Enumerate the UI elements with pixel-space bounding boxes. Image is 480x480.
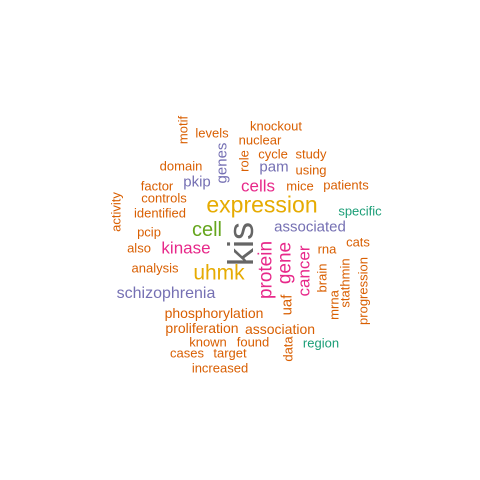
- word-mrna: mrna: [326, 290, 342, 320]
- word-role: role: [236, 150, 252, 172]
- word-levels: levels: [195, 125, 229, 141]
- word-associated: associated: [274, 218, 346, 236]
- word-cell: cell: [191, 219, 223, 241]
- word-genes: genes: [213, 142, 231, 184]
- word-region: region: [302, 335, 340, 351]
- word-motif: motif: [175, 115, 191, 145]
- word-domain: domain: [159, 158, 203, 174]
- word-patients: patients: [323, 177, 369, 193]
- word-schizophrenia: schizophrenia: [116, 285, 216, 302]
- word-gene: gene: [274, 241, 296, 285]
- word-pam: pam: [259, 158, 289, 176]
- word-controls: controls: [141, 190, 187, 206]
- word-cancer: cancer: [294, 245, 314, 297]
- word-kis: kis: [220, 222, 261, 266]
- word-uaf: uaf: [278, 294, 296, 316]
- word-association: association: [244, 321, 316, 337]
- word-specific: specific: [338, 203, 382, 219]
- word-activity: activity: [108, 192, 124, 232]
- word-target: target: [213, 345, 247, 361]
- word-rna: rna: [317, 241, 337, 257]
- word-data: data: [280, 336, 296, 362]
- word-proliferation: proliferation: [165, 320, 239, 336]
- word-found: found: [236, 334, 270, 350]
- word-brain: brain: [314, 263, 330, 293]
- word-uhmk: uhmk: [193, 261, 245, 285]
- word-using: using: [295, 162, 327, 178]
- word-protein: protein: [255, 240, 277, 300]
- word-increased: increased: [191, 360, 249, 376]
- word-cases: cases: [170, 345, 204, 361]
- word-cats: cats: [346, 234, 370, 250]
- word-analysis: analysis: [131, 260, 179, 276]
- word-phosphorylation: phosphorylation: [164, 305, 264, 321]
- word-mice: mice: [286, 178, 314, 194]
- word-expression: expression: [206, 191, 318, 218]
- word-kinase: kinase: [161, 238, 211, 258]
- word-factor: factor: [140, 178, 174, 194]
- word-known: known: [189, 334, 227, 350]
- word-cells: cells: [240, 176, 276, 196]
- word-nuclear: nuclear: [238, 132, 282, 148]
- word-identified: identified: [133, 205, 187, 221]
- word-progression: progression: [355, 257, 371, 325]
- word-also: also: [127, 240, 151, 256]
- word-pcip: pcip: [137, 224, 161, 240]
- word-cycle: cycle: [258, 146, 288, 162]
- word-study: study: [295, 146, 327, 162]
- word-knockout: knockout: [249, 118, 303, 134]
- word-pkip: pkip: [183, 173, 211, 191]
